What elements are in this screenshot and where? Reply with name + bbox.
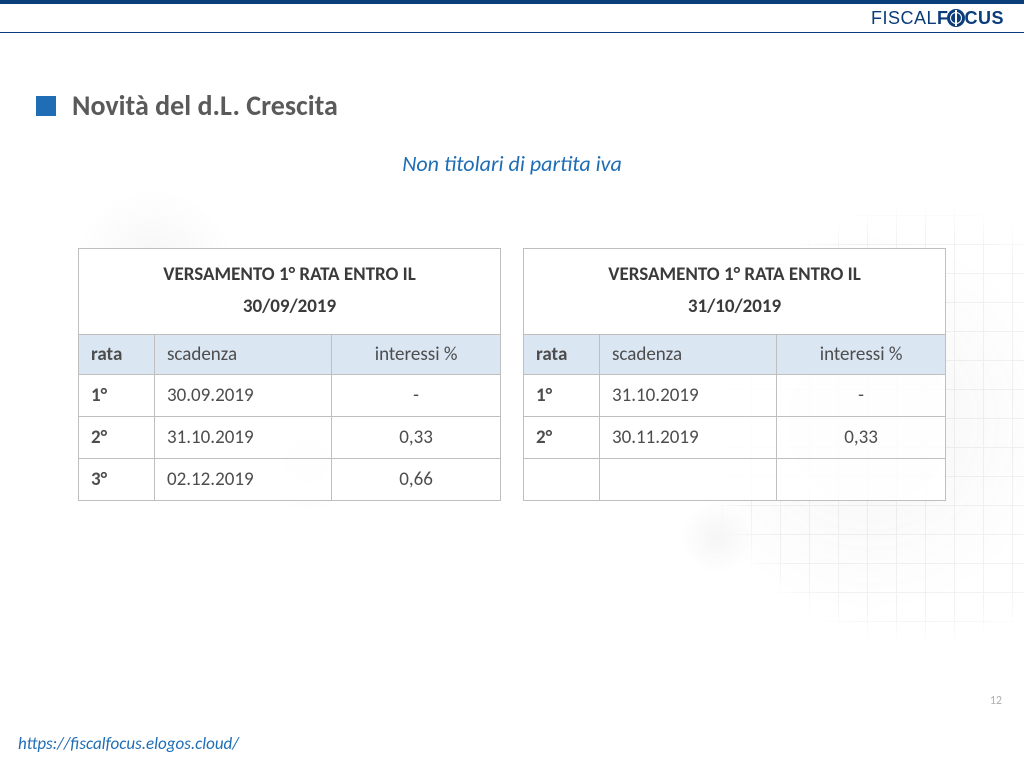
cell-interessi: 0,66 xyxy=(332,458,501,500)
title-bullet-square xyxy=(36,96,56,116)
table-row: 3°02.12.20190,66 xyxy=(79,458,501,500)
logo-text-1: FISCAL xyxy=(871,8,937,28)
cell-rata: 2° xyxy=(524,416,600,458)
table-row: 1°31.10.2019- xyxy=(524,374,946,416)
tables-container: VERSAMENTO 1° RATA ENTRO IL30/09/2019rat… xyxy=(78,248,946,501)
column-header: interessi % xyxy=(777,334,946,374)
table-header: VERSAMENTO 1° RATA ENTRO IL30/09/2019 xyxy=(79,249,501,335)
cell-rata: 2° xyxy=(79,416,155,458)
table-header: VERSAMENTO 1° RATA ENTRO IL31/10/2019 xyxy=(524,249,946,335)
column-header: rata xyxy=(79,334,155,374)
cell-interessi: 0,33 xyxy=(332,416,501,458)
page-title: Novità del d.L. Crescita xyxy=(72,88,338,123)
table-row: 2°31.10.20190,33 xyxy=(79,416,501,458)
payment-table-0: VERSAMENTO 1° RATA ENTRO IL30/09/2019rat… xyxy=(78,248,501,501)
column-header: scadenza xyxy=(154,334,331,374)
brand-logo: FISCALFCUS xyxy=(871,8,1004,29)
top-border-line xyxy=(0,32,1024,33)
cell-interessi xyxy=(777,458,946,500)
cell-rata: 1° xyxy=(79,374,155,416)
cell-scadenza: 30.11.2019 xyxy=(599,416,776,458)
table-row: 1°30.09.2019- xyxy=(79,374,501,416)
cell-scadenza: 31.10.2019 xyxy=(599,374,776,416)
column-header: rata xyxy=(524,334,600,374)
cell-scadenza: 02.12.2019 xyxy=(154,458,331,500)
cell-rata: 3° xyxy=(79,458,155,500)
footer-link: https://fiscalfocus.elogos.cloud/ xyxy=(18,733,239,754)
cell-interessi: - xyxy=(332,374,501,416)
column-header: scadenza xyxy=(599,334,776,374)
cell-scadenza: 31.10.2019 xyxy=(154,416,331,458)
column-header: interessi % xyxy=(332,334,501,374)
cell-interessi: - xyxy=(777,374,946,416)
cell-rata: 1° xyxy=(524,374,600,416)
table-row: 2°30.11.20190,33 xyxy=(524,416,946,458)
cell-scadenza: 30.09.2019 xyxy=(154,374,331,416)
table-row xyxy=(524,458,946,500)
cell-interessi: 0,33 xyxy=(777,416,946,458)
page-number: 12 xyxy=(990,694,1002,708)
cell-rata xyxy=(524,458,600,500)
payment-table-1: VERSAMENTO 1° RATA ENTRO IL31/10/2019rat… xyxy=(523,248,946,501)
title-row: Novità del d.L. Crescita xyxy=(36,88,338,123)
logo-text-3: CUS xyxy=(964,8,1004,28)
top-border-bar xyxy=(0,0,1024,4)
cell-scadenza xyxy=(599,458,776,500)
globe-icon xyxy=(947,9,965,27)
subtitle: Non titolari di partita iva xyxy=(0,150,1024,177)
